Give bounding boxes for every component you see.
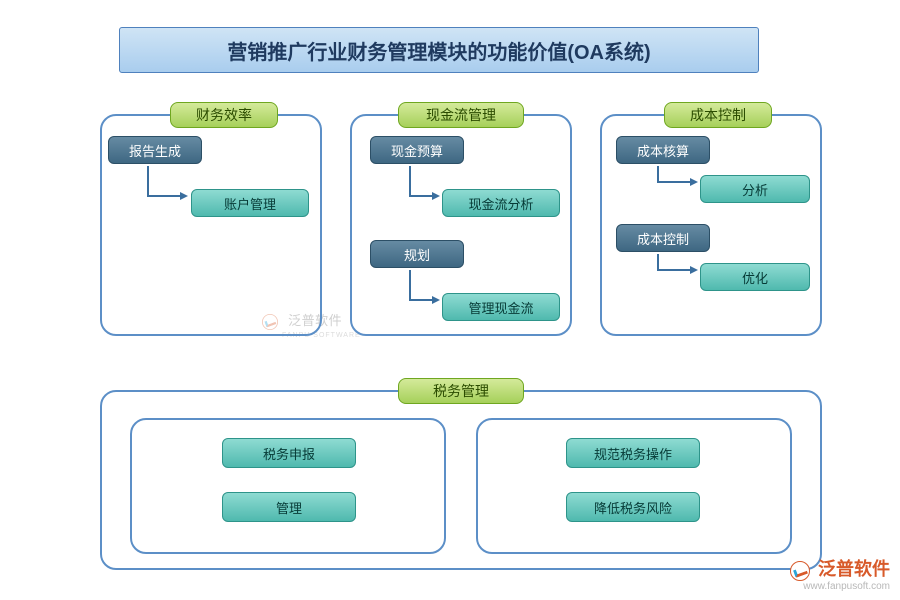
node-teal: 账户管理 [191, 189, 309, 217]
node-teal: 规范税务操作 [566, 438, 700, 468]
brand-url: www.fanpusoft.com [790, 581, 890, 592]
flow-arrow-icon [406, 166, 440, 202]
node-teal: 管理现金流 [442, 293, 560, 321]
node-teal: 优化 [700, 263, 810, 291]
node-dark: 现金预算 [370, 136, 464, 164]
node-teal: 降低税务风险 [566, 492, 700, 522]
diagram-title: 营销推广行业财务管理模块的功能价值(OA系统) [119, 27, 759, 73]
node-teal: 税务申报 [222, 438, 356, 468]
node-dark: 报告生成 [108, 136, 202, 164]
section-label: 现金流管理 [398, 102, 524, 128]
node-teal: 分析 [700, 175, 810, 203]
footer-brand: 泛普软件 www.fanpusoft.com [790, 555, 890, 592]
node-dark: 规划 [370, 240, 464, 268]
flow-arrow-icon [144, 166, 188, 202]
brand-logo-icon [790, 561, 810, 581]
brand-name: 泛普软件 [818, 559, 890, 579]
section-label: 成本控制 [664, 102, 772, 128]
diagram-canvas: { "title": { "text": "营销推广行业财务管理模块的功能价值(… [0, 0, 900, 600]
flow-arrow-icon [654, 254, 698, 276]
node-dark: 成本核算 [616, 136, 710, 164]
node-teal: 管理 [222, 492, 356, 522]
node-dark: 成本控制 [616, 224, 710, 252]
section-label: 税务管理 [398, 378, 524, 404]
node-teal: 现金流分析 [442, 189, 560, 217]
section-label: 财务效率 [170, 102, 278, 128]
flow-arrow-icon [406, 270, 440, 306]
flow-arrow-icon [654, 166, 698, 188]
